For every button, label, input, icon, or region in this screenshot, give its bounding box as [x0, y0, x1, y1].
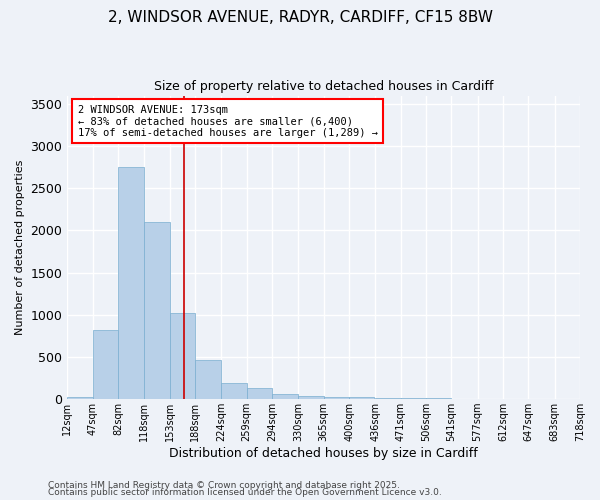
Bar: [272, 394, 298, 399]
X-axis label: Distribution of detached houses by size in Cardiff: Distribution of detached houses by size …: [169, 447, 478, 460]
Bar: [401, 398, 426, 399]
Text: 2 WINDSOR AVENUE: 173sqm
← 83% of detached houses are smaller (6,400)
17% of sem: 2 WINDSOR AVENUE: 173sqm ← 83% of detach…: [77, 104, 377, 138]
Bar: [323, 396, 349, 399]
Bar: [144, 222, 170, 399]
Bar: [195, 360, 221, 399]
Bar: [118, 167, 143, 399]
Bar: [349, 398, 374, 399]
Bar: [67, 396, 93, 399]
Bar: [298, 396, 323, 399]
Bar: [375, 398, 401, 399]
Title: Size of property relative to detached houses in Cardiff: Size of property relative to detached ho…: [154, 80, 493, 93]
Bar: [426, 398, 451, 399]
Bar: [170, 313, 195, 399]
Text: 2, WINDSOR AVENUE, RADYR, CARDIFF, CF15 8BW: 2, WINDSOR AVENUE, RADYR, CARDIFF, CF15 …: [107, 10, 493, 25]
Bar: [247, 388, 272, 399]
Y-axis label: Number of detached properties: Number of detached properties: [15, 160, 25, 335]
Bar: [93, 330, 118, 399]
Text: Contains HM Land Registry data © Crown copyright and database right 2025.: Contains HM Land Registry data © Crown c…: [48, 480, 400, 490]
Text: Contains public sector information licensed under the Open Government Licence v3: Contains public sector information licen…: [48, 488, 442, 497]
Bar: [221, 383, 247, 399]
